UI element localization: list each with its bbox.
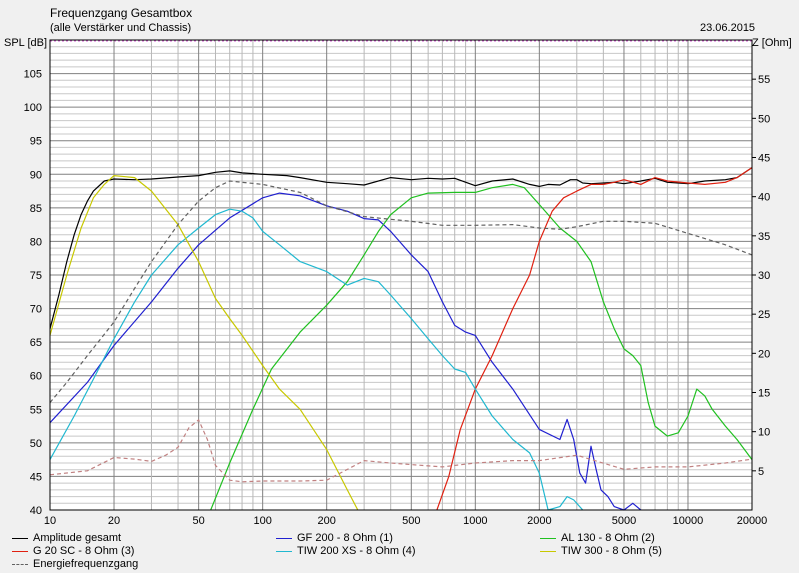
x-tick-label: 10 [44,515,56,527]
y2-tick-label: 30 [758,270,770,282]
x-tick-label: 1000 [463,515,487,527]
x-tick-label: 100 [253,515,271,527]
legend-label: G 20 SC - 8 Ohm (3) [33,545,135,557]
series-line-4 [436,167,753,511]
chart-title: Frequenzgang Gesamtbox [50,6,193,20]
legend-item-tiw300: TIW 300 - 8 Ohm (5) [540,545,662,557]
legend-item-gf200: GF 200 - 8 Ohm (1) [276,532,393,544]
legend-item-amplitude-gesamt: Amplitude gesamt [12,532,121,544]
legend-label: GF 200 - 8 Ohm (1) [297,532,393,544]
y-tick-label: 55 [30,404,42,416]
y2-tick-label: 45 [758,153,770,165]
legend-item-energiefrequenzgang: Energiefrequenzgang [12,558,138,570]
y2-tick-label: 20 [758,348,770,360]
series-line-6 [49,175,359,511]
legend-swatch [276,550,292,552]
x-tick-label: 50 [193,515,205,527]
y2-tick-label: 40 [758,192,770,204]
legend-swatch [12,550,28,552]
legend-label: Amplitude gesamt [33,532,122,544]
chart-subtitle: (alle Verstärker und Chassis) [50,22,192,34]
series-line-8 [49,419,753,483]
series-line-1 [49,167,753,329]
legend-item-al130: AL 130 - 8 Ohm (2) [540,532,655,544]
legend-swatch [276,537,292,539]
right-axis-title: Z [Ohm] [752,37,792,49]
series-line-7 [49,180,753,403]
y2-tick-label: 50 [758,113,770,125]
legend-label: TIW 300 - 8 Ohm (5) [561,545,662,557]
series-group [49,167,753,511]
legend-label: Energiefrequenzgang [33,558,139,570]
y-tick-label: 40 [30,505,42,517]
y-tick-label: 75 [30,270,42,282]
series-line-2 [49,192,642,511]
x-tick-label: 5000 [612,515,636,527]
x-tick-label: 20 [108,515,120,527]
series-line-3 [210,183,753,511]
legend-swatch [12,563,28,565]
y-tick-label: 60 [30,371,42,383]
y-tick-label: 50 [30,438,42,450]
y-tick-label: 85 [30,203,42,215]
x-tick-label: 10000 [673,515,704,527]
chart-date: 23.06.2015 [700,22,756,34]
grid-lines [50,40,752,510]
y-tick-label: 45 [30,471,42,483]
y2-tick-label: 55 [758,74,770,86]
tick-labels: 10 20 50 100 200 500 1000 2000 5000 10000 20000 40 4… [24,69,771,527]
legend-swatch [540,550,556,552]
y2-tick-label: 5 [758,466,764,478]
legend-label: AL 130 - 8 Ohm (2) [561,532,655,544]
y-tick-label: 100 [24,102,42,114]
left-axis-title: SPL [dB] [4,37,48,49]
legend-label: TIW 200 XS - 8 Ohm (4) [297,545,416,557]
x-tick-label: 20000 [737,515,768,527]
series-line-5 [49,208,584,511]
legend-item-g20sc: G 20 SC - 8 Ohm (3) [12,545,134,557]
y-tick-label: 90 [30,169,42,181]
y-tick-label: 95 [30,136,42,148]
y-tick-label: 80 [30,236,42,248]
y2-tick-label: 35 [758,231,770,243]
x-tick-label: 200 [317,515,335,527]
y2-tick-label: 15 [758,388,770,400]
legend-swatch [540,537,556,539]
y2-tick-label: 10 [758,427,770,439]
legend-swatch [12,537,28,539]
y-tick-label: 105 [24,69,42,81]
x-tick-label: 2000 [527,515,551,527]
legend-item-tiw200xs: TIW 200 XS - 8 Ohm (4) [276,545,416,557]
x-tick-label: 500 [402,515,420,527]
y2-tick-label: 25 [758,309,770,321]
y-tick-label: 65 [30,337,42,349]
y-tick-label: 70 [30,304,42,316]
